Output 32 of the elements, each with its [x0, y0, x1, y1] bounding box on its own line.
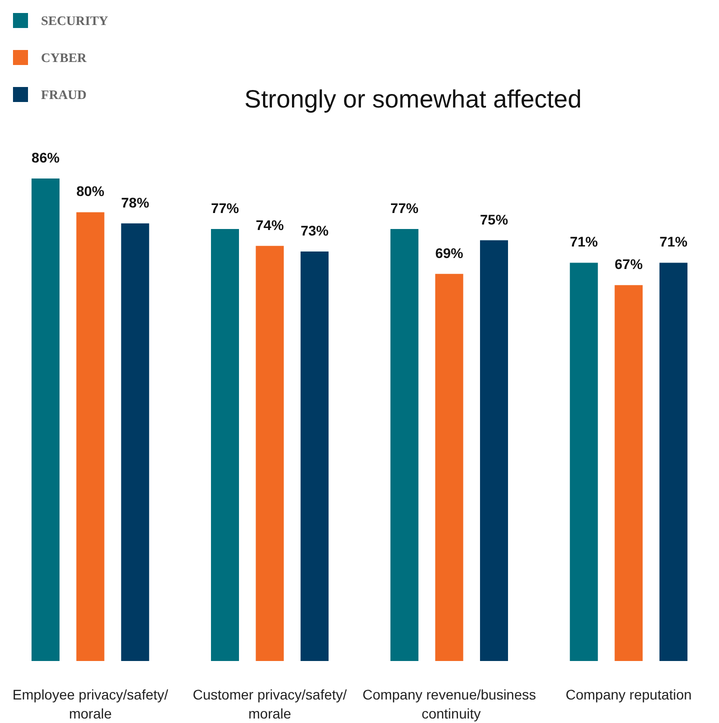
data-label: 67% [614, 256, 644, 272]
data-label: 86% [32, 150, 60, 166]
bar [256, 246, 284, 661]
bar [435, 274, 464, 661]
bar [614, 285, 643, 661]
legend-label: SECURITY [41, 13, 109, 28]
data-label: 71% [570, 234, 598, 250]
data-label: 75% [480, 211, 509, 228]
bar [210, 229, 239, 661]
data-label: 78% [121, 194, 150, 210]
x-tick-label: Company reputation [566, 686, 692, 702]
bar [390, 229, 418, 661]
x-tick-label: Company revenue/business continuity [362, 686, 536, 722]
data-label: 77% [390, 200, 419, 216]
data-label: 71% [659, 234, 688, 250]
bar [480, 240, 508, 661]
legend-label: FRAUD [41, 87, 86, 102]
data-label: 80% [76, 183, 105, 200]
bar [570, 262, 598, 661]
legend-label: CYBER [41, 50, 88, 65]
bar [659, 262, 688, 661]
data-label: 73% [300, 222, 330, 238]
x-tick-label: Employee privacy/safety/morale [12, 686, 168, 722]
bar [121, 223, 150, 661]
bar [300, 251, 329, 661]
bar [76, 212, 104, 661]
data-label: 77% [210, 200, 240, 216]
data-label: 74% [256, 216, 284, 233]
chart-title: Strongly or somewhat affected [244, 86, 582, 114]
bar [32, 178, 60, 661]
data-label: 69% [435, 244, 464, 261]
x-tick-label: Customer privacy/safety/morale [192, 686, 347, 722]
